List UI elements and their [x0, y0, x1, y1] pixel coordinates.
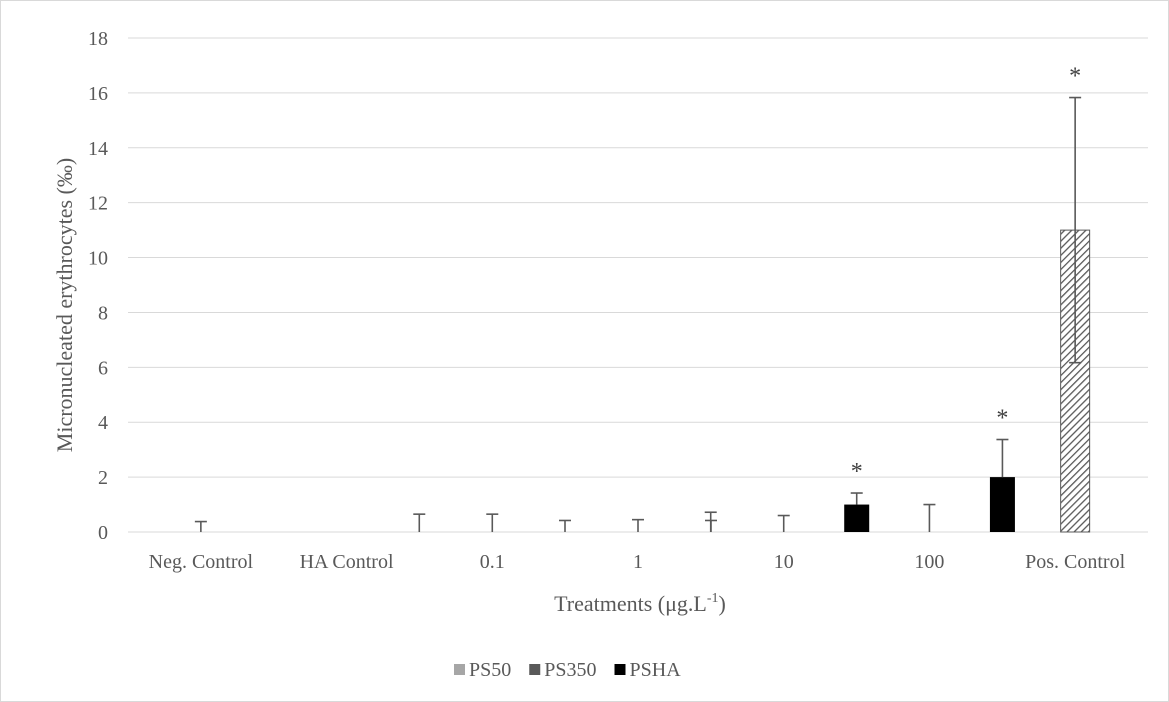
y-tick-label: 18 — [88, 28, 108, 50]
gridlines — [128, 37, 1148, 533]
x-axis-title-superscript: -1 — [707, 591, 719, 606]
x-axis-title-main: Treatments (μg.L — [554, 591, 707, 616]
y-tick-label: 2 — [98, 467, 108, 489]
x-tick-label: 1 — [633, 551, 643, 573]
y-axis-title: Micronucleated erythrocytes (‰) — [52, 158, 77, 452]
significance-asterisk: * — [996, 406, 1008, 432]
legend-item-ps350: PS350 — [529, 659, 597, 681]
significance-asterisk: * — [1069, 64, 1081, 90]
legend-swatch — [454, 664, 465, 675]
bar-psha — [989, 477, 1015, 532]
legend-label: PS350 — [544, 659, 596, 681]
x-tick-label: 0.1 — [480, 551, 505, 573]
legend-item-ps50: PS50 — [454, 659, 511, 681]
x-tick-label: 10 — [774, 551, 794, 573]
legend-item-psha: PSHA — [614, 659, 682, 681]
y-tick-label: 12 — [88, 193, 108, 215]
legend-label: PSHA — [630, 659, 682, 681]
legend: PS50 PS350 PSHA — [454, 659, 681, 681]
bars: * * * — [194, 64, 1091, 533]
x-axis-title: Treatments (μg.L-1) — [554, 591, 726, 616]
legend-swatch — [529, 664, 541, 675]
y-tick-label: 14 — [88, 138, 108, 160]
bar-psha — [844, 504, 870, 532]
significance-asterisk: * — [851, 459, 863, 485]
y-tick-label: 6 — [98, 357, 108, 379]
legend-swatch — [614, 664, 626, 675]
y-tick-label: 4 — [98, 412, 108, 434]
tick-labels: 0 2 4 6 8 10 12 14 16 18 Neg. Control HA Control 0.1… — [88, 28, 1126, 573]
x-axis-title-suffix: ) — [719, 591, 726, 616]
y-tick-label: 8 — [98, 302, 108, 324]
x-tick-label: Pos. Control — [1025, 551, 1125, 573]
y-tick-label: 10 — [88, 248, 108, 270]
x-tick-label: 100 — [914, 551, 944, 573]
x-tick-label: Neg. Control — [149, 551, 254, 573]
y-tick-label: 16 — [88, 83, 108, 105]
x-tick-label: HA Control — [300, 551, 394, 573]
legend-label: PS50 — [469, 659, 511, 681]
y-tick-label: 0 — [98, 522, 108, 544]
